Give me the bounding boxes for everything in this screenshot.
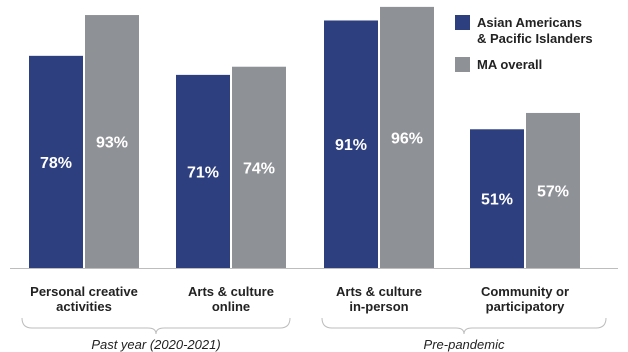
category-label-line: Personal creative [30, 284, 138, 299]
bar-aapi [470, 129, 524, 268]
bar-ma-overall [85, 15, 139, 269]
bar-value-label: 57% [537, 183, 569, 200]
group-brace [321, 317, 607, 335]
bar-value-label: 91% [335, 137, 367, 154]
legend-label: MA overall [477, 57, 542, 72]
legend-label-line: MA overall [477, 57, 542, 72]
bar-ma-overall [380, 6, 434, 268]
bar-ma-overall [232, 66, 286, 268]
category-label: Arts & culture in-person [336, 284, 422, 314]
legend-label-line: Asian Americans [477, 15, 582, 30]
bar-value-label: 96% [391, 130, 423, 147]
group-label: Pre-pandemic [424, 337, 505, 352]
category-label: Personal creative activities [30, 284, 138, 314]
category-label-line: Community or [481, 284, 569, 299]
bar-aapi [176, 74, 230, 268]
category-label-line: Arts & culture [336, 284, 422, 299]
bar-aapi [324, 20, 378, 269]
legend-swatch [455, 57, 470, 72]
legend-swatch [455, 15, 470, 30]
legend-label-line: & Pacific Islanders [477, 31, 593, 46]
group-label: Past year (2020-2021) [91, 337, 220, 352]
bar-value-label: 71% [187, 164, 219, 181]
bar-ma-overall [526, 112, 580, 269]
category-label-line: Arts & culture [188, 284, 274, 299]
category-label-line: activities [56, 299, 112, 314]
bar-aapi [29, 55, 83, 269]
category-label-line: in-person [349, 299, 408, 314]
category-label: Arts & culture online [188, 284, 274, 314]
bar-value-label: 51% [481, 192, 513, 209]
bar-value-label: 93% [96, 135, 128, 152]
category-label-line: online [212, 299, 250, 314]
bar-value-label: 74% [243, 160, 275, 177]
group-brace [21, 317, 291, 335]
category-label-line: participatory [486, 299, 566, 314]
bar-value-label: 78% [40, 155, 72, 172]
category-label: Community or participatory [481, 284, 569, 314]
legend-label: Asian Americans & Pacific Islanders [477, 15, 593, 46]
